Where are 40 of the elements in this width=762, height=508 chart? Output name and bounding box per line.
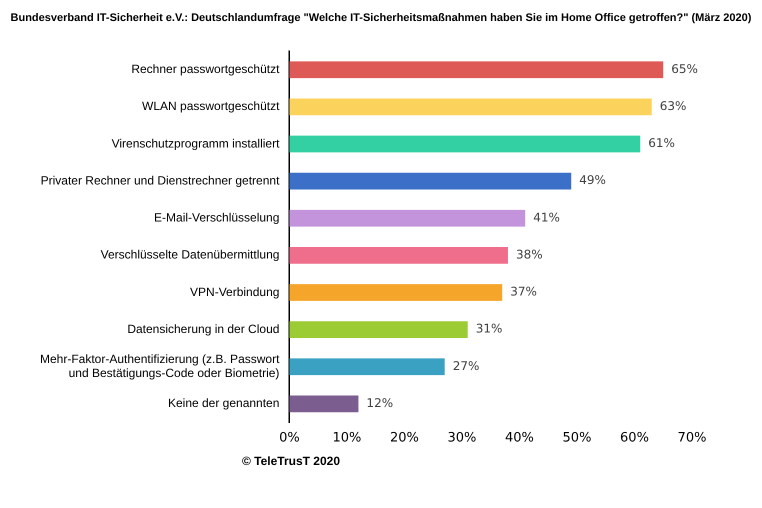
y-tick-label: Mehr-Faktor-Authentifizierung (z.B. Passwort und Bestätigungs-Code oder Biometrie)	[40, 352, 280, 380]
data-label: 37%	[510, 284, 537, 299]
bar	[289, 395, 358, 412]
x-tick-label: 40%	[505, 430, 534, 446]
bar	[289, 321, 468, 338]
data-label: 63%	[660, 99, 686, 114]
data-label: 61%	[648, 136, 675, 150]
x-tick-label: 30%	[448, 430, 476, 446]
bar	[289, 61, 664, 78]
x-tick-label: 50%	[562, 430, 592, 446]
x-tick-label: 0%	[279, 430, 300, 446]
x-tick-label: 20%	[390, 430, 419, 446]
bar	[289, 210, 526, 227]
y-tick-label: Privater Rechner und Dienstrechner getrennt	[40, 173, 280, 188]
data-label: 27%	[452, 358, 480, 373]
y-tick-label: Rechner passwortgeschützt	[131, 62, 280, 76]
x-tick-label: 60%	[620, 430, 649, 446]
y-tick-label: Keine der genannten	[168, 396, 280, 410]
bar	[289, 172, 572, 190]
data-label: 49%	[579, 173, 606, 188]
y-tick-label: E-Mail-Verschlüsselung	[154, 210, 280, 225]
y-tick-label: Virenschutzprogramm installiert	[112, 136, 280, 150]
y-tick-label: Datensicherung in der Cloud	[127, 322, 280, 336]
text: © TeleTrusT 2020	[241, 454, 341, 468]
x-tick-label: 10%	[332, 430, 362, 446]
y-tick-label: VPN-Verbindung	[190, 284, 280, 299]
data-label: 65%	[671, 62, 698, 76]
y-tick-label: Verschlüsselte Datenübermittlung	[100, 248, 280, 262]
data-label: 12%	[366, 396, 394, 410]
bar	[289, 98, 652, 116]
bar	[289, 284, 502, 301]
bar	[289, 358, 445, 376]
chart-title: Bundesverband IT-Sicherheit e.V.: Deutschlandumfrage "Welche IT-Sicherheitsmaßnahmen haben Sie im Home Office getroffen?" (März 2020)	[10, 11, 752, 26]
data-label: 31%	[476, 322, 502, 336]
y-tick-label: WLAN passwortgeschützt	[142, 99, 280, 114]
bar	[289, 136, 640, 152]
bar	[289, 247, 508, 264]
data-label: 41%	[533, 210, 560, 224]
data-label: 38%	[516, 247, 543, 262]
x-tick-label: 70%	[678, 430, 706, 446]
